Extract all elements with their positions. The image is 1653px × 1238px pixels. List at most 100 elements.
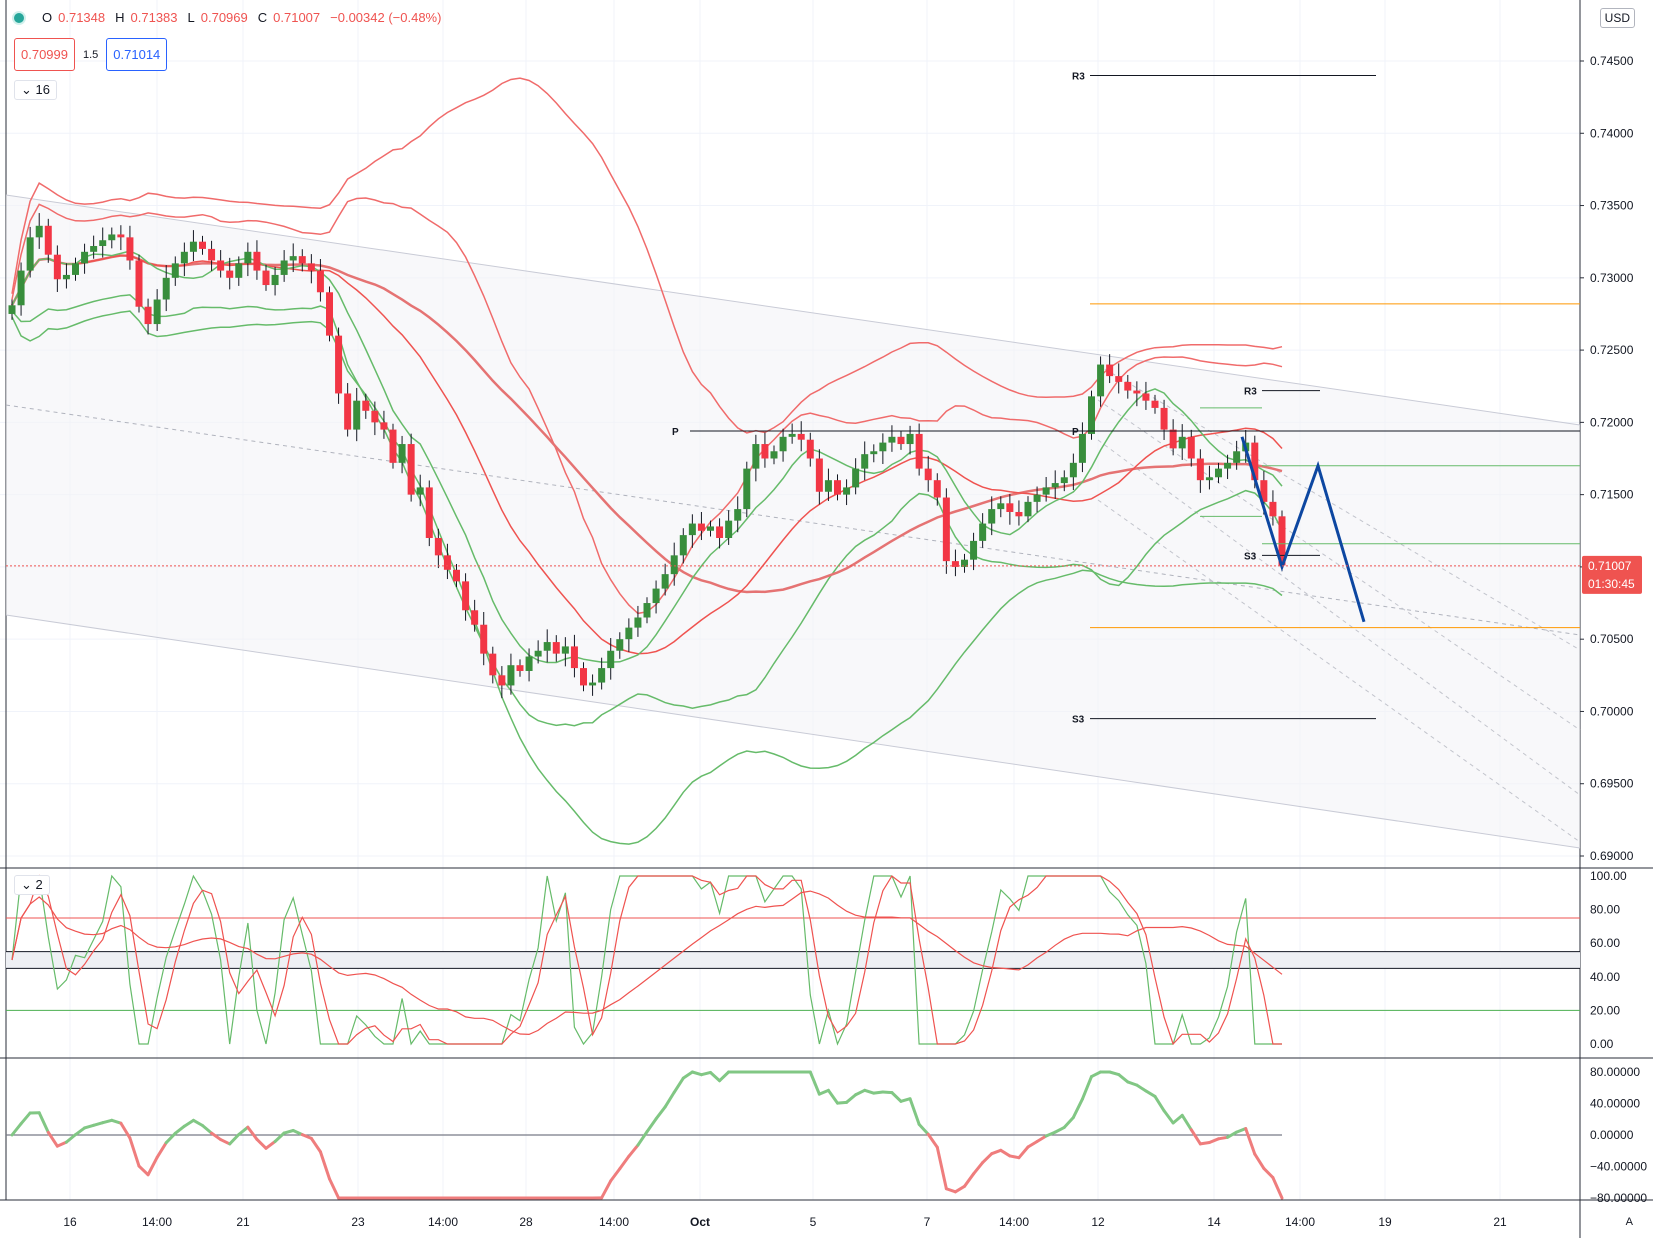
momentum-pane <box>6 1070 1284 1200</box>
momentum-segment <box>808 1070 821 1096</box>
sell-button[interactable]: 0.70999 <box>14 38 75 71</box>
time-tick-label: 14:00 <box>1285 1215 1315 1229</box>
price-tick-label: 0.69000 <box>1590 849 1634 863</box>
candles <box>8 213 1286 699</box>
price-tick-label: 0.74000 <box>1590 126 1634 140</box>
candle-body <box>743 468 751 510</box>
candle-body <box>552 642 560 654</box>
regression-channel <box>6 195 1580 848</box>
candle-body <box>915 433 923 469</box>
candle-body <box>570 646 578 669</box>
candle-body <box>380 422 388 430</box>
auto-scale-button[interactable]: A <box>1625 1216 1633 1228</box>
price-tick-label: 0.73500 <box>1590 199 1634 213</box>
momentum-segment <box>826 1088 839 1105</box>
candle-body <box>834 480 841 495</box>
chevron-down-icon: ⌄ <box>21 877 32 892</box>
candle-body <box>697 523 705 531</box>
momentum-segment <box>1026 1139 1039 1149</box>
time-tick-label: 14:00 <box>142 1215 172 1229</box>
momentum-segment <box>10 1122 23 1137</box>
candle-body <box>942 497 950 562</box>
candle-body <box>199 241 206 249</box>
inner-lower-band <box>11 294 1283 727</box>
candle-body <box>951 561 959 567</box>
channel-lower-line <box>5 614 1581 849</box>
momentum-tick-label: 0.00000 <box>1590 1128 1634 1142</box>
outer-upper-band <box>11 77 1283 434</box>
candle-body <box>307 263 315 271</box>
candle-body <box>1169 429 1177 449</box>
main-pane-collapse-button[interactable]: ⌄ 16 <box>14 80 57 100</box>
momentum-segment <box>1044 1130 1057 1138</box>
candle-body <box>289 256 297 261</box>
candle-body <box>244 251 252 264</box>
candle-body <box>933 480 941 498</box>
momentum-segment <box>1017 1145 1030 1160</box>
candle-body <box>135 260 143 307</box>
momentum-segment <box>228 1132 241 1146</box>
candle-body <box>543 642 551 651</box>
candle-body <box>208 248 216 261</box>
fan-line <box>1097 439 1581 796</box>
momentum-segment <box>672 1076 685 1094</box>
candle-body <box>189 241 197 252</box>
momentum-segment <box>845 1093 858 1104</box>
momentum-segment <box>219 1138 232 1146</box>
candle-body <box>180 251 188 264</box>
candle-body <box>1124 381 1132 391</box>
candle-body <box>634 617 642 628</box>
momentum-segment <box>101 1118 114 1125</box>
osc-pane-collapse-button[interactable]: ⌄ 2 <box>14 875 50 895</box>
candle-body <box>53 254 61 280</box>
currency-button[interactable]: USD <box>1599 8 1635 28</box>
candle-body <box>1133 390 1141 394</box>
momentum-segment <box>836 1100 849 1105</box>
momentum-segment <box>92 1121 105 1127</box>
fan-line <box>1097 499 1581 843</box>
momentum-segment <box>191 1118 204 1128</box>
candle-body <box>398 444 406 463</box>
momentum-segment <box>273 1131 286 1143</box>
osc-tick-label: 80.00 <box>1590 903 1620 917</box>
time-tick-label: 21 <box>1493 1215 1507 1229</box>
time-axis[interactable]: 16 14:00 21 23 14:00 28 14:00 Oct 5 7 14:00 12 14 14:… <box>63 1215 1507 1229</box>
price-tick-label: 0.72000 <box>1590 415 1634 429</box>
candle-body <box>879 442 887 452</box>
candle-body <box>471 610 479 625</box>
price-axis[interactable]: 0.74500 0.74000 0.73500 0.73000 0.72500 0.720… <box>1580 54 1634 863</box>
momentum-segment <box>37 1111 50 1134</box>
candle-body <box>162 277 170 300</box>
candle-body <box>797 433 805 440</box>
countdown-label: 01:30:45 <box>1588 577 1635 591</box>
momentum-tick-label: −40.00000 <box>1590 1160 1647 1174</box>
momentum-segment <box>1198 1140 1211 1146</box>
candle-body <box>979 523 987 541</box>
momentum-segment <box>173 1124 186 1135</box>
candle-body <box>707 526 714 531</box>
price-tick-label: 0.72500 <box>1590 343 1634 357</box>
candle-body <box>498 675 506 686</box>
momentum-segment <box>1053 1125 1066 1134</box>
candle-body <box>126 237 134 261</box>
candle-body <box>652 588 660 604</box>
momentum-segment <box>881 1090 894 1095</box>
osc-tick-label: 100.00 <box>1590 869 1627 883</box>
candle-body <box>534 650 542 657</box>
candle-body <box>625 627 633 640</box>
osc-tick-label: 0.00 <box>1590 1037 1614 1051</box>
candle-body <box>217 260 225 271</box>
candle-body <box>371 410 379 423</box>
candle-body <box>788 433 796 437</box>
forecast-path[interactable] <box>1240 436 1366 623</box>
buy-button[interactable]: 0.71014 <box>106 38 168 71</box>
candle-body <box>1024 501 1032 517</box>
momentum-segment <box>709 1070 722 1083</box>
channel-mid-line <box>5 404 1581 636</box>
candle-body <box>72 263 79 275</box>
momentum-segment <box>291 1128 304 1137</box>
candle-body <box>716 526 724 538</box>
candle-body <box>316 270 324 293</box>
price-tick-label: 0.71500 <box>1590 488 1634 502</box>
